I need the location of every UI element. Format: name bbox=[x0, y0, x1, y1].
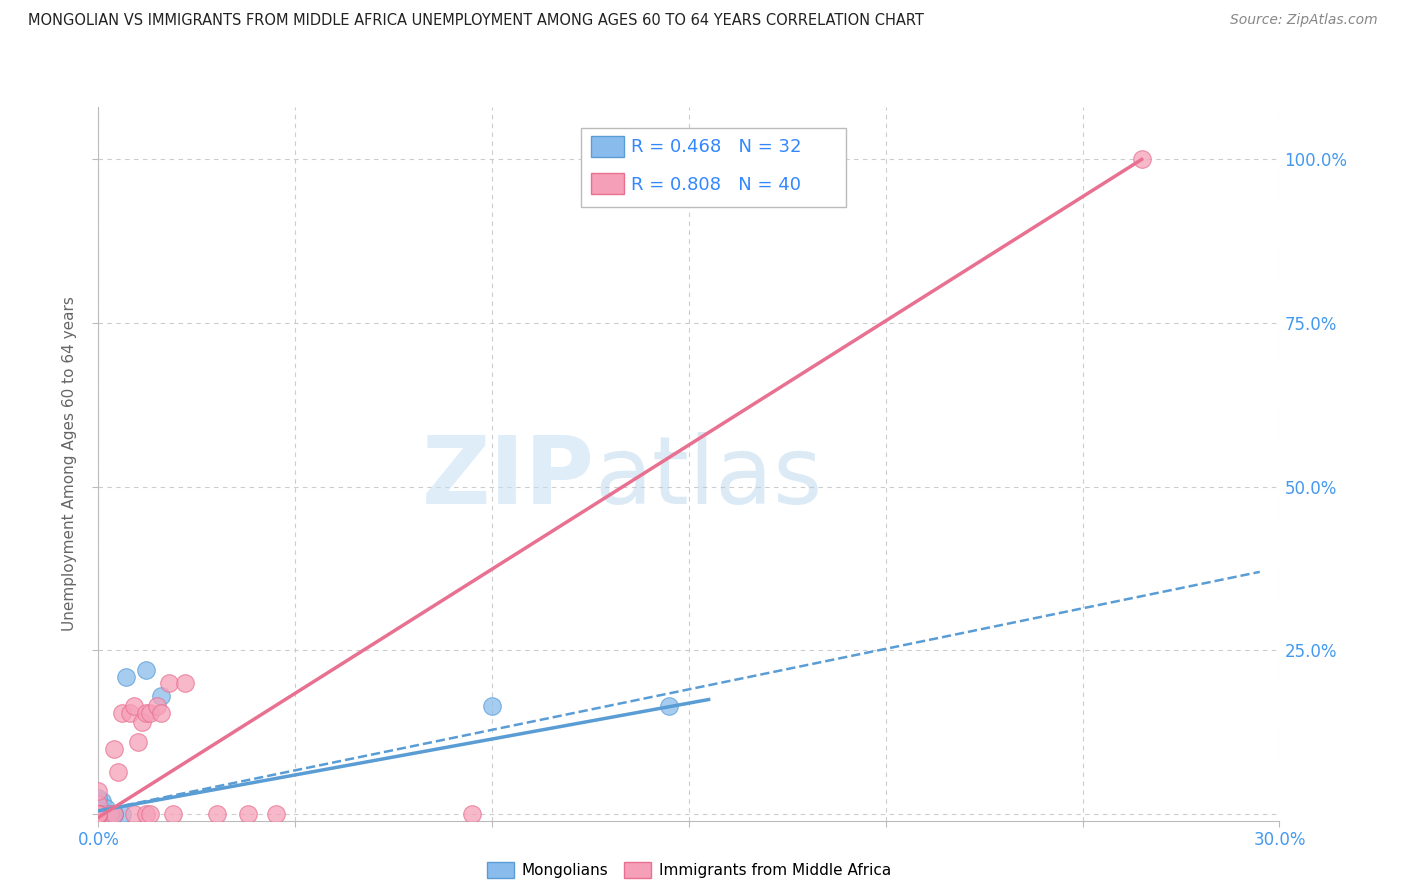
Point bbox=[96, 807, 118, 822]
Point bbox=[87, 807, 110, 822]
Point bbox=[87, 807, 110, 822]
Point bbox=[96, 800, 118, 814]
Point bbox=[103, 807, 125, 822]
Point bbox=[87, 807, 110, 822]
Text: MONGOLIAN VS IMMIGRANTS FROM MIDDLE AFRICA UNEMPLOYMENT AMONG AGES 60 TO 64 YEAR: MONGOLIAN VS IMMIGRANTS FROM MIDDLE AFRI… bbox=[28, 13, 924, 29]
Point bbox=[236, 807, 259, 822]
Point bbox=[87, 807, 110, 822]
Point bbox=[103, 807, 125, 822]
Point bbox=[162, 807, 184, 822]
Point bbox=[264, 807, 287, 822]
Point bbox=[87, 807, 110, 822]
Point bbox=[91, 807, 114, 822]
Point bbox=[103, 741, 125, 756]
Point bbox=[87, 807, 110, 822]
Text: R = 0.808   N = 40: R = 0.808 N = 40 bbox=[631, 176, 801, 194]
Point bbox=[138, 706, 160, 720]
Point bbox=[103, 807, 125, 822]
Point bbox=[115, 670, 138, 684]
Point bbox=[87, 807, 110, 822]
Point bbox=[127, 735, 149, 749]
Point bbox=[135, 807, 157, 822]
Point bbox=[122, 807, 145, 822]
Point bbox=[87, 807, 110, 822]
Point bbox=[96, 807, 118, 822]
Point bbox=[87, 807, 110, 822]
Point bbox=[87, 807, 110, 822]
Point bbox=[131, 715, 153, 730]
Point bbox=[1130, 153, 1153, 167]
Point bbox=[87, 807, 110, 822]
Text: ZIP: ZIP bbox=[422, 432, 595, 524]
Point bbox=[87, 807, 110, 822]
Point bbox=[87, 807, 110, 822]
Point bbox=[87, 807, 110, 822]
Point bbox=[91, 807, 114, 822]
Point bbox=[87, 807, 110, 822]
Point bbox=[87, 807, 110, 822]
Point bbox=[87, 807, 110, 822]
Point bbox=[135, 706, 157, 720]
Point bbox=[87, 807, 110, 822]
Point bbox=[111, 706, 134, 720]
Point bbox=[87, 807, 110, 822]
Point bbox=[150, 690, 173, 704]
Point bbox=[118, 706, 141, 720]
Point bbox=[87, 807, 110, 822]
Point bbox=[87, 807, 110, 822]
Point bbox=[205, 807, 228, 822]
Point bbox=[174, 676, 197, 690]
Point bbox=[135, 663, 157, 677]
Point bbox=[87, 807, 110, 822]
Point bbox=[103, 807, 125, 822]
Y-axis label: Unemployment Among Ages 60 to 64 years: Unemployment Among Ages 60 to 64 years bbox=[62, 296, 77, 632]
Point bbox=[87, 790, 110, 805]
Point bbox=[87, 797, 110, 812]
Point bbox=[91, 807, 114, 822]
Point bbox=[87, 807, 110, 822]
Text: R = 0.468   N = 32: R = 0.468 N = 32 bbox=[631, 138, 801, 156]
Point bbox=[122, 699, 145, 714]
Point bbox=[87, 807, 110, 822]
Point bbox=[98, 807, 121, 822]
Point bbox=[87, 807, 110, 822]
Text: atlas: atlas bbox=[595, 432, 823, 524]
Point bbox=[107, 764, 129, 779]
Point bbox=[157, 676, 180, 690]
Point bbox=[481, 699, 503, 714]
Point bbox=[461, 807, 484, 822]
Point bbox=[87, 807, 110, 822]
Point bbox=[91, 794, 114, 808]
Point bbox=[658, 699, 681, 714]
Point bbox=[87, 784, 110, 798]
Point bbox=[146, 699, 169, 714]
Point bbox=[87, 807, 110, 822]
Point bbox=[87, 807, 110, 822]
Legend: Mongolians, Immigrants from Middle Africa: Mongolians, Immigrants from Middle Afric… bbox=[481, 856, 897, 884]
Point bbox=[150, 706, 173, 720]
Text: Source: ZipAtlas.com: Source: ZipAtlas.com bbox=[1230, 13, 1378, 28]
Point bbox=[111, 807, 134, 822]
Point bbox=[87, 807, 110, 822]
Point bbox=[138, 807, 160, 822]
